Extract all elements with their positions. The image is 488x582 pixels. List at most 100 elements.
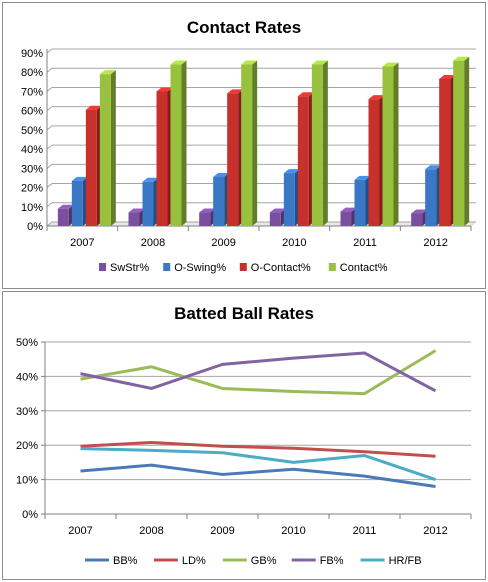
gridline: [46, 163, 476, 169]
bar: [411, 213, 423, 226]
bar: [156, 91, 168, 226]
legend-swatch: [328, 263, 336, 271]
bar: [439, 78, 451, 226]
batted-ball-rates-svg: Batted Ball Rates 0% 10% 20% 30% 40% 50% 2007 20…: [16, 304, 472, 567]
bar: [453, 60, 465, 226]
chart-title: Contact Rates: [187, 18, 301, 37]
bar-top: [297, 92, 314, 97]
x-tick-label: 2010: [281, 525, 305, 537]
x-tick-label: 2007: [68, 525, 92, 537]
bar-top: [269, 208, 286, 213]
bar: [297, 96, 309, 226]
bar-top: [439, 74, 456, 79]
x-tick-label: 2010: [282, 237, 306, 249]
y-tick-label: 30%: [21, 163, 43, 175]
bar-side: [322, 60, 328, 227]
x-tick-label: 2007: [70, 237, 94, 249]
bar-top: [57, 204, 74, 209]
series-line: [80, 447, 436, 482]
legend-label: O-Swing%: [174, 262, 226, 274]
bar-top: [227, 89, 244, 94]
bar-top: [453, 56, 470, 61]
gridline: [46, 144, 476, 150]
contact-rates-chart: Contact Rates 0% 10% 20% 30% 40% 50% 60% 70% 80% 9…: [2, 2, 486, 289]
legend-swatch: [163, 263, 171, 271]
x-tick-label: 2009: [210, 525, 234, 537]
x-tick-label: 2008: [141, 237, 165, 249]
gridline: [46, 106, 476, 112]
bar-top: [241, 60, 258, 65]
bar-side: [181, 60, 187, 227]
bar: [227, 93, 239, 226]
bar: [170, 64, 182, 227]
legend-swatch: [99, 263, 106, 271]
legend-label: GB%: [251, 555, 277, 567]
bar-top: [85, 105, 102, 110]
y-tick-label: 80%: [21, 67, 43, 79]
y-tick-label: 40%: [16, 371, 38, 383]
y-tick-label: 30%: [16, 406, 38, 418]
gridline: [46, 86, 476, 92]
bar: [57, 208, 69, 226]
bar: [354, 179, 366, 226]
batted-ball-rates-chart: Batted Ball Rates 0% 10% 20% 30% 40% 50% 2007 20…: [2, 291, 486, 580]
bar: [283, 173, 295, 226]
bar-top: [340, 207, 357, 212]
bar: [241, 64, 253, 227]
x-tick-label: 2008: [139, 525, 163, 537]
legend-label: Contact%: [340, 262, 388, 274]
legend-label: FB%: [320, 555, 344, 567]
bar-side: [464, 56, 470, 226]
bar-top: [170, 60, 187, 65]
y-tick-label: 20%: [16, 440, 38, 452]
x-tick-label: 2012: [423, 237, 447, 249]
bar: [213, 176, 225, 226]
bar-top: [368, 95, 385, 100]
bar: [368, 99, 380, 226]
y-tick-label: 70%: [21, 86, 43, 98]
y-tick-label: 60%: [21, 106, 43, 118]
bar-side: [110, 70, 116, 227]
bar: [425, 169, 437, 226]
y-tick-label: 10%: [21, 202, 43, 214]
bar: [199, 212, 211, 226]
legend-label: LD%: [182, 555, 206, 567]
x-tick-label: 2009: [211, 237, 235, 249]
bar-top: [99, 70, 116, 75]
y-tick-label: 10%: [16, 475, 38, 487]
bar: [128, 212, 140, 226]
legend-label: O-Contact%: [251, 262, 311, 274]
bar-top: [354, 175, 371, 180]
x-tick-label: 2012: [423, 525, 447, 537]
bar-top: [142, 177, 159, 182]
y-tick-label: 20%: [21, 183, 43, 195]
y-tick-label: 90%: [21, 48, 43, 60]
gridline: [46, 125, 476, 131]
bar-top: [199, 208, 216, 213]
chart-title: Batted Ball Rates: [174, 304, 314, 323]
bar-top: [311, 60, 328, 65]
y-tick-label: 0%: [27, 221, 43, 233]
bar: [382, 66, 394, 226]
gridline: [46, 183, 476, 188]
series-line: [80, 349, 437, 396]
y-tick-label: 50%: [21, 125, 43, 137]
bar: [340, 211, 352, 226]
bar-top: [382, 62, 399, 67]
x-tick-label: 2011: [353, 237, 377, 249]
bar-top: [71, 176, 88, 181]
gridline: [46, 67, 476, 73]
legend-label: BB%: [113, 555, 138, 567]
gridline: [46, 202, 476, 208]
bar-side: [252, 60, 258, 227]
bar-top: [425, 165, 442, 170]
y-tick-label: 40%: [21, 144, 43, 156]
series-line: [80, 351, 437, 393]
gridline: [46, 48, 476, 54]
bar-top: [213, 172, 230, 177]
bar-top: [128, 208, 145, 213]
legend-label: HR/FB: [389, 555, 422, 567]
bar: [99, 74, 111, 227]
gridline: [46, 221, 476, 227]
x-tick-label: 2011: [353, 525, 377, 537]
